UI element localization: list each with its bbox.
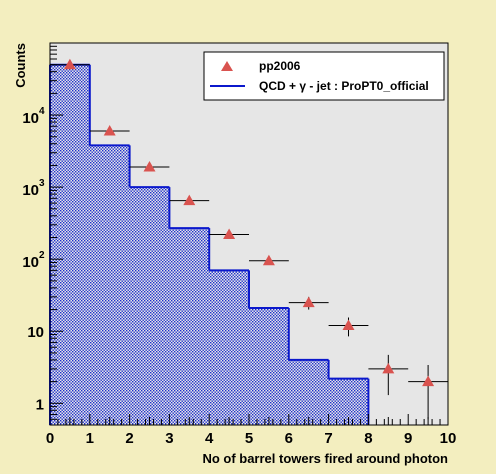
data-point-marker (103, 125, 116, 136)
data-point-marker (422, 375, 435, 387)
legend-marker-icon (221, 61, 233, 71)
data-point-marker (262, 254, 275, 266)
x-tick-label: 8 (364, 430, 372, 447)
x-tick-label: 7 (324, 430, 332, 447)
legend-mc-label: QCD + γ - jet : ProPT0_official (259, 79, 429, 93)
y-tick-label: 10 (22, 254, 39, 271)
legend-data-label: pp2006 (259, 59, 301, 73)
x-tick-label: 2 (125, 430, 133, 447)
x-tick-label: 9 (404, 430, 412, 447)
y-tick-exponent: 2 (39, 250, 45, 261)
x-tick-label: 5 (245, 430, 253, 447)
histogram-fill (50, 64, 448, 426)
data-point-marker (143, 161, 156, 172)
data-point-marker (63, 58, 76, 70)
y-tick-label: 10 (22, 182, 39, 199)
y-tick-label: 1 (36, 396, 44, 413)
data-point-marker (223, 228, 236, 240)
legend-box (203, 51, 445, 101)
y-tick-label: 10 (27, 324, 44, 341)
x-tick-label: 0 (46, 430, 54, 447)
data-point-marker (342, 319, 355, 331)
x-tick-label: 10 (440, 430, 457, 447)
x-tick-label: 3 (165, 430, 173, 447)
y-axis-title: Counts (13, 43, 28, 88)
x-tick-label: 1 (86, 430, 94, 447)
data-point-marker (382, 362, 395, 374)
legend: pp2006 QCD + γ - jet : ProPT0_official (203, 51, 445, 101)
data-point-marker (302, 296, 315, 308)
x-tick-label: 4 (205, 430, 214, 447)
data-point-marker (183, 194, 196, 206)
y-tick-exponent: 3 (39, 178, 45, 189)
x-axis-title: No of barrel towers fired around photon (202, 451, 448, 466)
y-tick-label: 10 (22, 110, 39, 127)
y-tick-exponent: 4 (39, 106, 45, 117)
x-tick-label: 6 (285, 430, 293, 447)
data-points-layer (50, 58, 448, 420)
